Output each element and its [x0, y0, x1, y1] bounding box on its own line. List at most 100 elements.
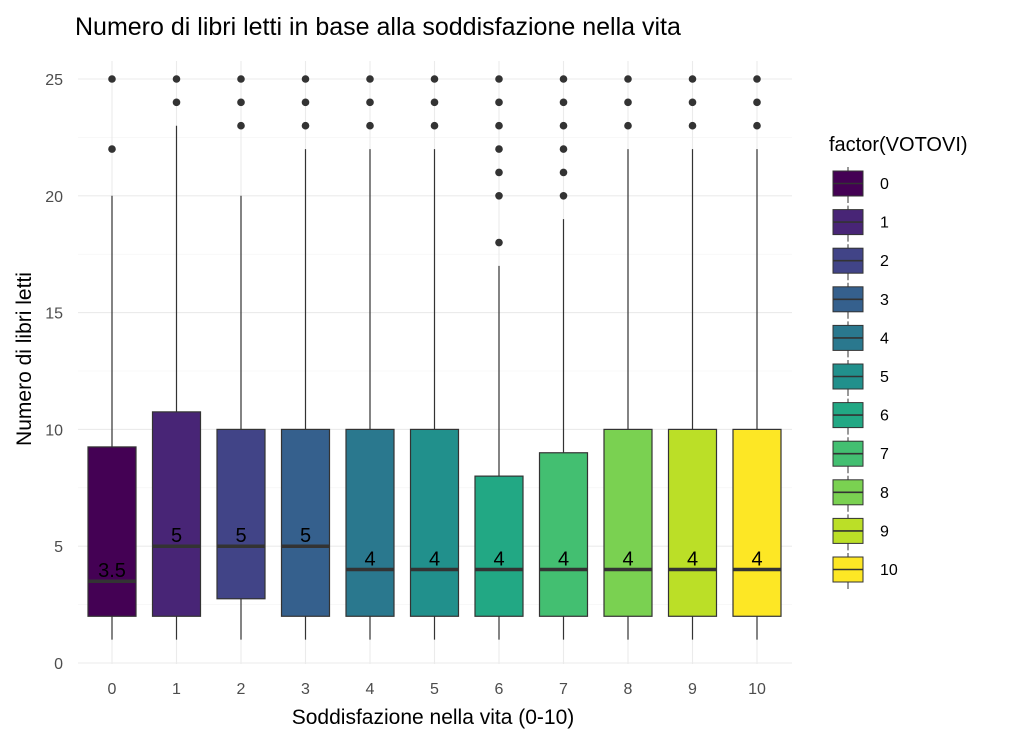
box-rect: [603, 428, 653, 617]
median-label: 5: [235, 525, 246, 547]
axis-labels: 0 5 10 15 20 25 0 1 2 3 4 5 6 7 8 9 10: [45, 72, 766, 698]
outlier-point: [688, 121, 697, 130]
legend-label: 7: [880, 446, 889, 463]
outlier-point: [366, 98, 374, 107]
legend-label: 1: [880, 215, 889, 232]
outlier-point: [688, 75, 697, 83]
median-label: 3.5: [98, 560, 126, 582]
median-label: 4: [364, 549, 375, 571]
outlier-point: [559, 145, 568, 153]
outlier-point: [495, 98, 503, 107]
outlier-point: [624, 75, 632, 83]
x-axis-title: Soddisfazione nella vita (0-10): [292, 706, 575, 729]
outlier-point: [559, 168, 568, 177]
outlier-point: [237, 75, 245, 83]
legend-item: 7: [832, 437, 889, 474]
outlier-point: [237, 98, 245, 107]
outlier-point: [172, 75, 181, 83]
box-rect: [345, 428, 395, 617]
legend-item: 5: [832, 360, 889, 396]
x-tick-label: 3: [301, 681, 310, 698]
outlier-point: [495, 168, 503, 177]
box-group: 4: [474, 75, 524, 640]
median-label: 4: [687, 549, 698, 571]
legend-label: 6: [880, 408, 889, 425]
x-tick-label: 8: [624, 681, 633, 698]
x-tick-label: 6: [495, 681, 504, 698]
x-tick-label: 5: [430, 681, 439, 698]
outlier-point: [753, 98, 761, 107]
outlier-point: [430, 121, 439, 130]
outlier-point: [430, 75, 439, 83]
legend-item: 3: [832, 282, 889, 319]
y-tick-label: 5: [54, 539, 63, 556]
box-rect: [151, 411, 202, 617]
box-group: 4: [667, 75, 718, 640]
outlier-point: [366, 121, 374, 130]
legend-item: 1: [832, 205, 889, 242]
outlier-point: [753, 121, 761, 130]
legend-item: 10: [832, 553, 898, 589]
legend-label: 10: [880, 562, 898, 579]
box-group: 3.5: [87, 75, 137, 640]
outlier-point: [495, 75, 503, 83]
box-group: 4: [409, 75, 460, 640]
legend-title: factor(VOTOVI): [829, 134, 968, 156]
median-label: 4: [622, 549, 633, 571]
outlier-point: [688, 98, 697, 107]
box-rect: [280, 428, 331, 617]
box-rect: [87, 446, 137, 617]
x-tick-label: 2: [237, 681, 246, 698]
x-tick-label: 9: [688, 681, 697, 698]
box-rect: [474, 475, 524, 617]
outlier-point: [624, 121, 632, 130]
outlier-point: [108, 145, 116, 153]
median-label: 4: [558, 549, 569, 571]
legend-item: 6: [832, 398, 889, 435]
box-group: 5: [280, 75, 331, 640]
chart-title: Numero di libri letti in base alla soddi…: [75, 13, 681, 41]
box-group: 4: [732, 75, 782, 640]
legend-item: 9: [832, 514, 889, 551]
x-tick-label: 0: [108, 681, 117, 698]
y-tick-label: 25: [45, 72, 63, 89]
median-label: 4: [751, 549, 762, 571]
median-label: 5: [171, 525, 182, 547]
x-tick-label: 1: [172, 681, 181, 698]
median-label: 5: [300, 525, 311, 547]
outlier-point: [301, 75, 310, 83]
box-group: 5: [216, 75, 266, 640]
y-tick-label: 20: [45, 189, 63, 206]
outlier-point: [559, 192, 568, 200]
box-rect: [667, 428, 718, 617]
x-tick-label: 10: [748, 681, 766, 698]
y-tick-label: 15: [45, 306, 63, 323]
outlier-point: [430, 98, 439, 107]
legend-label: 8: [880, 485, 889, 502]
legend-label: 2: [880, 253, 889, 270]
outlier-point: [237, 121, 245, 130]
legend-item: 8: [832, 475, 889, 512]
outlier-point: [753, 75, 761, 83]
box-rect: [409, 428, 460, 617]
median-label: 4: [429, 549, 440, 571]
outlier-point: [172, 98, 181, 107]
median-label: 4: [493, 549, 504, 571]
box-rect: [732, 428, 782, 617]
legend-label: 3: [880, 292, 889, 309]
box-group: 4: [538, 75, 589, 640]
y-tick-label: 0: [54, 656, 63, 673]
box-group: 5: [151, 75, 202, 640]
outlier-point: [559, 121, 568, 130]
outlier-point: [108, 75, 116, 83]
box-rect: [216, 428, 266, 600]
outlier-point: [301, 98, 310, 107]
outlier-point: [495, 145, 503, 153]
x-tick-label: 4: [366, 681, 375, 698]
box-rect: [538, 452, 589, 617]
legend-label: 9: [880, 523, 889, 540]
x-tick-label: 7: [559, 681, 568, 698]
legend-item: 0: [832, 167, 889, 203]
